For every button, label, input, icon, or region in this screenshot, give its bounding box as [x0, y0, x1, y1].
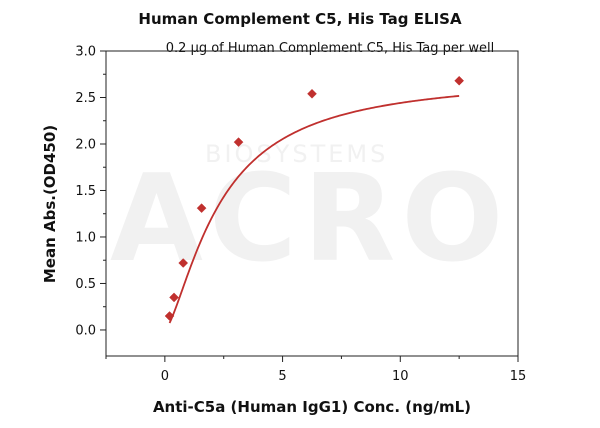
- x-tick-label: 5: [278, 369, 286, 384]
- data-point: [178, 258, 189, 268]
- x-tick-label: 10: [392, 369, 409, 384]
- x-axis: 0 5 10 15: [105, 356, 527, 384]
- data-point: [454, 75, 464, 86]
- chart-subtitle: 0.2 µg of Human Complement C5, His Tag p…: [165, 41, 495, 56]
- y-tick-label: 3.0: [75, 45, 96, 60]
- watermark-text: BIOSYSTEMS: [205, 140, 389, 168]
- y-tick-label: 1.5: [75, 184, 96, 199]
- data-point: [307, 88, 317, 99]
- plot-frame: [105, 50, 519, 357]
- data-point: [196, 203, 207, 214]
- data-point: [169, 292, 179, 303]
- data-point: [233, 137, 244, 147]
- y-axis-title: Mean Abs.(OD450): [41, 125, 59, 283]
- x-tick-label: 0: [161, 369, 169, 384]
- x-tick-label: 15: [510, 369, 527, 384]
- data-points: [164, 75, 464, 321]
- y-tick-label: 2.0: [75, 137, 96, 152]
- y-tick-label: 0.5: [75, 277, 96, 292]
- chart-title: Human Complement C5, His Tag ELISA: [138, 10, 462, 28]
- x-axis-title: Anti-C5a (Human IgG1) Conc. (ng/mL): [153, 398, 471, 416]
- y-axis: 0.0 0.5 1.0 1.5 2.0 2.5 3.0: [75, 45, 106, 338]
- y-tick-label: 0.0: [75, 323, 96, 338]
- y-tick-label: 2.5: [75, 91, 96, 106]
- y-tick-label: 1.0: [75, 230, 96, 245]
- data-point: [164, 311, 175, 321]
- watermark-logo: ACRO: [110, 150, 510, 289]
- fit-curve: [168, 95, 460, 324]
